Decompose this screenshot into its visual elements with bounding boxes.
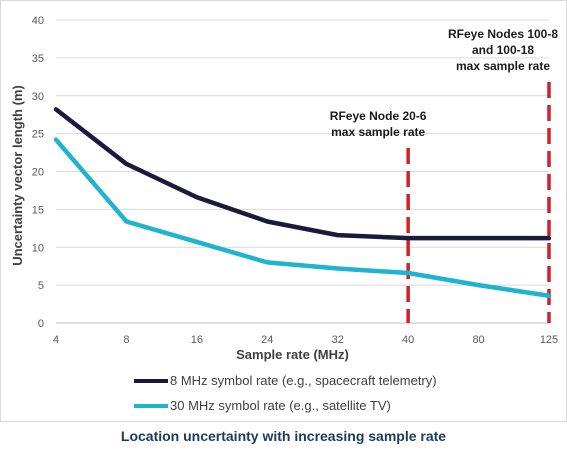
- series-line-1: [53, 107, 552, 241]
- x-axis-title: Sample rate (MHz): [236, 347, 349, 362]
- chart-frame: [0, 0, 567, 422]
- y-tick-label-40: 40: [32, 15, 44, 27]
- figure-caption: Location uncertainty with increasing sam…: [120, 428, 447, 444]
- y-tick-label-5: 5: [38, 280, 44, 292]
- marker-label-125-line-0: RFeye Nodes 100-8: [448, 27, 558, 41]
- x-tick-label-24: 24: [261, 334, 273, 346]
- y-tick-label-10: 10: [32, 242, 44, 254]
- marker-label-40-line-0: RFeye Node 20-6: [330, 109, 427, 123]
- marker-label-40-line-1: max sample rate: [331, 125, 425, 139]
- y-tick-label-20: 20: [32, 167, 44, 179]
- x-tick-label-16: 16: [191, 334, 203, 346]
- legend: 8 MHz symbol rate (e.g., spacecraft tele…: [134, 373, 437, 413]
- labels: 0 5 10 15 20 25 30 35 40 4 8 16 24 32 40 80 125 Sample ra…: [10, 15, 558, 362]
- marker-label-125-line-2: max sample rate: [456, 59, 550, 73]
- y-tick-label-0: 0: [38, 318, 44, 330]
- x-tick-label-32: 32: [332, 334, 344, 346]
- y-tick-label-15: 15: [32, 204, 44, 216]
- x-tick-label-80: 80: [472, 334, 484, 346]
- line-chart: 0 5 10 15 20 25 30 35 40 4 8 16 24 32 40 80 125 Sample ra…: [10, 15, 558, 413]
- x-tick-label-4: 4: [53, 334, 59, 346]
- marker-label-125-line-1: and 100-18: [472, 43, 534, 57]
- x-tick-label-40: 40: [402, 334, 414, 346]
- y-axis-title: Uncertainty vector length (m): [10, 85, 25, 266]
- marker-lines: [406, 82, 551, 323]
- series-lines: [53, 107, 552, 298]
- y-tick-label-35: 35: [32, 53, 44, 65]
- y-tick-label-30: 30: [32, 91, 44, 103]
- series-line-2: [53, 137, 552, 298]
- legend-label-1: 8 MHz symbol rate (e.g., spacecraft tele…: [170, 373, 437, 388]
- x-tick-label-8: 8: [123, 334, 129, 346]
- legend-label-2: 30 MHz symbol rate (e.g., satellite TV): [170, 398, 391, 413]
- x-tick-label-125: 125: [540, 334, 558, 346]
- y-tick-label-25: 25: [32, 129, 44, 141]
